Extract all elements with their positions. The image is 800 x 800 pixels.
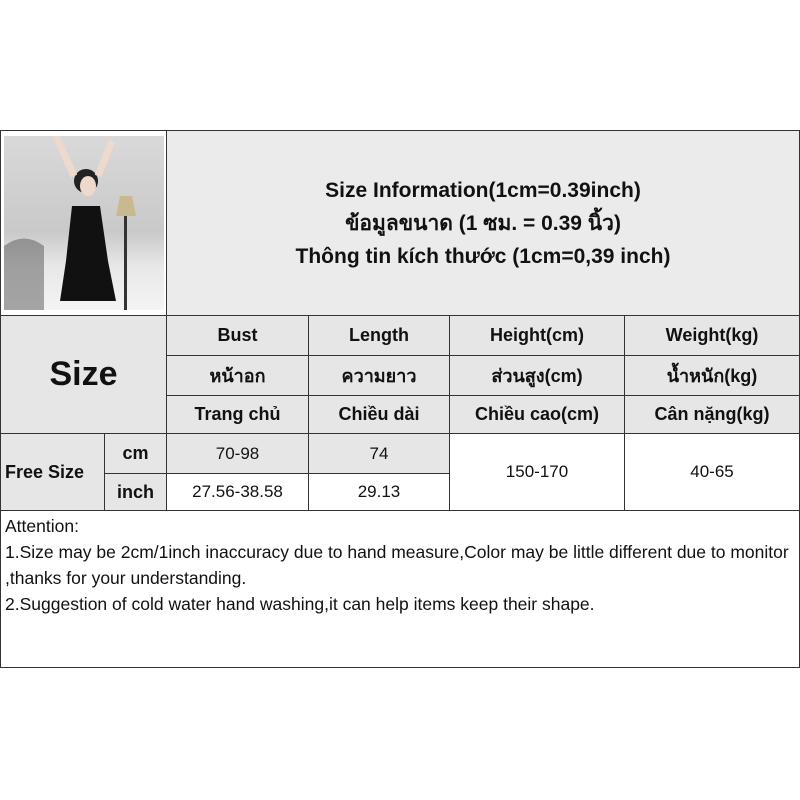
col-bust-en: Bust [166, 315, 309, 356]
col-weight-vi: Cân nặng(kg) [624, 395, 800, 434]
weight-value: 40-65 [624, 433, 800, 511]
size-label: Size [49, 355, 118, 393]
col-length-vi: Chiều dài [308, 395, 450, 434]
unit-cm: cm [104, 433, 167, 474]
title-th: ข้อมูลขนาด (1 ซม. = 0.39 นิ้ว) [345, 211, 621, 235]
col-length-en: Length [308, 315, 450, 356]
height-value: 150-170 [449, 433, 625, 511]
attention-heading: Attention: [5, 516, 79, 536]
title-en: Size Information(1cm=0.39inch) [325, 178, 641, 202]
col-height-vi: Chiều cao(cm) [449, 395, 625, 434]
size-information-title: Size Information(1cm=0.39inch) ข้อมูลขนา… [166, 130, 800, 316]
col-weight-en: Weight(kg) [624, 315, 800, 356]
attention-line-2: 2.Suggestion of cold water hand washing,… [5, 594, 595, 614]
unit-inch: inch [104, 473, 167, 511]
size-header: Size [0, 315, 167, 434]
col-bust-vi: Trang chủ [166, 395, 309, 434]
col-bust-th: หน้าอก [166, 355, 309, 396]
title-vi: Thông tin kích thước (1cm=0,39 inch) [295, 244, 671, 268]
attention-line-1: 1.Size may be 2cm/1inch inaccuracy due t… [5, 542, 789, 588]
free-size-label: Free Size [0, 433, 105, 511]
col-height-en: Height(cm) [449, 315, 625, 356]
bust-cm: 70-98 [166, 433, 309, 474]
attention-notes: Attention: 1.Size may be 2cm/1inch inacc… [0, 510, 800, 668]
bust-inch: 27.56-38.58 [166, 473, 309, 511]
col-height-th: ส่วนสูง(cm) [449, 355, 625, 396]
col-length-th: ความยาว [308, 355, 450, 396]
length-cm: 74 [308, 433, 450, 474]
col-weight-th: น้ำหนัก(kg) [624, 355, 800, 396]
length-inch: 29.13 [308, 473, 450, 511]
product-photo [4, 136, 164, 310]
